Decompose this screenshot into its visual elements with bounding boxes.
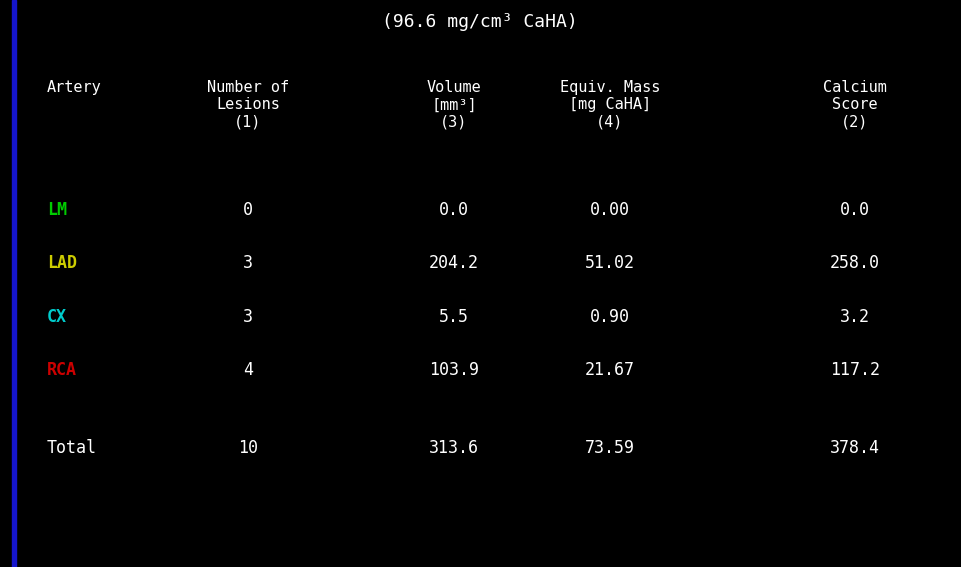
Text: 3: 3: [243, 308, 253, 326]
Text: 5.5: 5.5: [439, 308, 469, 326]
Text: 73.59: 73.59: [585, 439, 635, 457]
Text: 0.0: 0.0: [840, 201, 870, 219]
Text: 0.0: 0.0: [439, 201, 469, 219]
Text: 21.67: 21.67: [585, 361, 635, 379]
Text: 313.6: 313.6: [429, 439, 479, 457]
Text: Total: Total: [47, 439, 97, 457]
Text: 117.2: 117.2: [830, 361, 880, 379]
Text: 204.2: 204.2: [429, 254, 479, 272]
Text: CX: CX: [47, 308, 67, 326]
Text: LM: LM: [47, 201, 67, 219]
Text: Number of
Lesions
(1): Number of Lesions (1): [207, 80, 289, 130]
Text: 4: 4: [243, 361, 253, 379]
Text: 103.9: 103.9: [429, 361, 479, 379]
Text: (96.6 mg/cm³ CaHA): (96.6 mg/cm³ CaHA): [382, 13, 578, 31]
Text: Volume
[mm³]
(3): Volume [mm³] (3): [427, 80, 481, 130]
Text: Equiv. Mass
[mg CaHA]
(4): Equiv. Mass [mg CaHA] (4): [560, 80, 660, 130]
Text: 0.90: 0.90: [590, 308, 630, 326]
Bar: [12, 0, 16, 567]
Text: 258.0: 258.0: [830, 254, 880, 272]
Text: 51.02: 51.02: [585, 254, 635, 272]
Text: 3: 3: [243, 254, 253, 272]
Text: Calcium
Score
(2): Calcium Score (2): [823, 80, 887, 130]
Text: Artery: Artery: [47, 80, 102, 95]
Text: 3.2: 3.2: [840, 308, 870, 326]
Text: 0.00: 0.00: [590, 201, 630, 219]
Text: RCA: RCA: [47, 361, 77, 379]
Text: 0: 0: [243, 201, 253, 219]
Text: 10: 10: [238, 439, 258, 457]
Text: 378.4: 378.4: [830, 439, 880, 457]
Text: LAD: LAD: [47, 254, 77, 272]
